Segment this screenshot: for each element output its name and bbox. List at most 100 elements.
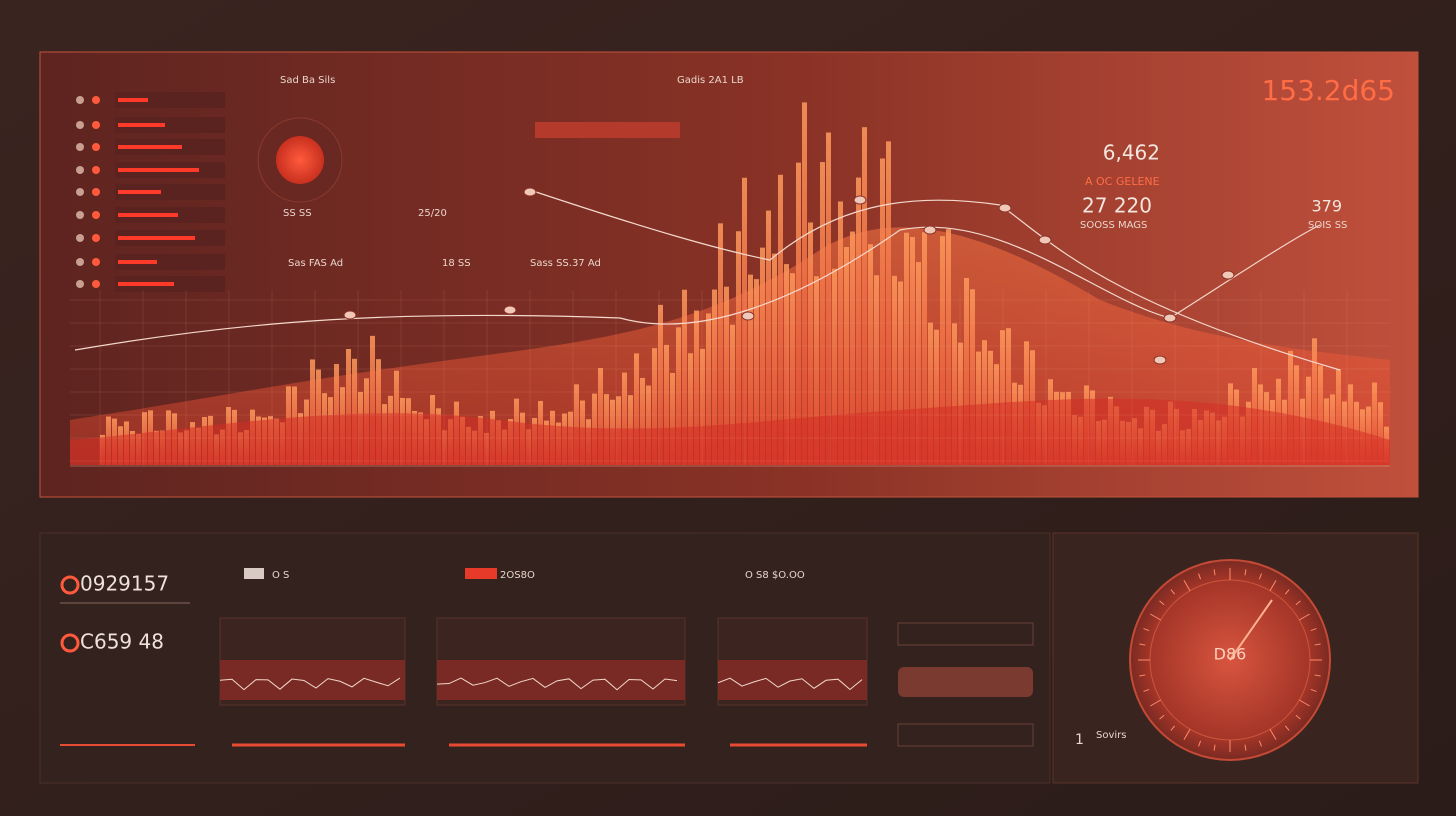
decor-bar (934, 329, 939, 465)
gauge-tick (1183, 729, 1191, 740)
decor-bar (682, 289, 687, 465)
stat-label: SOIS SS (1308, 220, 1347, 231)
decor-bar (688, 353, 693, 465)
decor-bar (1288, 350, 1293, 465)
card-value: O S (272, 570, 289, 581)
gauge-tick (1150, 613, 1161, 621)
area (70, 398, 1390, 465)
gauge-caption: Sovirs (1096, 730, 1126, 741)
gauge-tick (1269, 580, 1277, 591)
gauge-tick (1198, 740, 1202, 747)
gauge-tick (1295, 600, 1301, 606)
gauge-tick (1183, 580, 1191, 591)
decor-bar (970, 289, 975, 465)
list-dot (92, 258, 100, 266)
list-dot (76, 211, 84, 219)
button[interactable] (898, 667, 1033, 697)
gauge-tick (1314, 674, 1321, 677)
stat-label: SOOSS MAGS (1080, 220, 1147, 231)
list-dot (92, 121, 100, 129)
card-value: 2OS8O (500, 570, 535, 581)
list-dot (92, 96, 100, 104)
gauge-tick (1299, 613, 1310, 621)
decor-bar (838, 201, 843, 465)
decor-bar (814, 276, 819, 465)
stat-value: 27 220 (1082, 194, 1152, 218)
list-dot (76, 96, 84, 104)
decor-bar (772, 253, 777, 465)
decor-bar (1348, 384, 1353, 465)
list-dot (76, 188, 84, 196)
decor-bar (868, 244, 873, 465)
decor-bar (724, 286, 729, 465)
decor-bar (916, 262, 921, 465)
decor-bar (784, 264, 789, 465)
decor-bar (790, 273, 795, 465)
decor-bar (346, 348, 351, 465)
decor-bar (760, 247, 765, 465)
decor-bar (652, 348, 657, 465)
trend-line (74, 224, 1321, 351)
label: SS SS (283, 208, 312, 219)
decor-bar (706, 313, 711, 465)
decor-bar (748, 274, 753, 465)
decor-bar (310, 359, 315, 465)
gauge-index: 1 (1075, 732, 1084, 748)
marker (998, 203, 1012, 213)
decor-bar (982, 340, 987, 465)
label: Sad Ba Sils (280, 75, 335, 86)
metric: 0929157 (80, 572, 169, 596)
list-bar (118, 260, 157, 264)
decor-bar (1312, 338, 1317, 465)
stat-value: 379 (1311, 197, 1342, 216)
decor-bar (940, 236, 945, 465)
marker (1153, 355, 1167, 365)
bar-indicator (535, 122, 680, 138)
gauge-tick (1213, 744, 1216, 751)
label: Sass SS.37 Ad (530, 258, 601, 269)
decor-bar (622, 372, 627, 465)
gauge-tick (1198, 573, 1202, 580)
decor-bar (646, 385, 651, 465)
icon (60, 633, 80, 653)
decor-bar (826, 132, 831, 465)
decor-bar (376, 359, 381, 465)
gauge-tick (1310, 628, 1317, 632)
label: 25/20 (418, 208, 447, 219)
decor-bar (658, 304, 663, 465)
button[interactable] (897, 723, 1034, 747)
button[interactable] (897, 622, 1034, 646)
gauge-tick (1143, 628, 1150, 632)
decor-bar (1378, 402, 1383, 465)
gauge-tick (1150, 699, 1161, 707)
decor-bar (742, 177, 747, 465)
decor-bar (574, 384, 579, 465)
decor-bar (946, 229, 951, 465)
stat-label: A OC GELENE (1085, 175, 1160, 188)
list-bar (118, 168, 199, 172)
list-dot (92, 280, 100, 288)
list-bar (118, 98, 148, 102)
list-dot (92, 143, 100, 151)
marker (923, 225, 937, 235)
list-dot (76, 234, 84, 242)
list-dot (92, 234, 100, 242)
decor-bar (664, 344, 669, 465)
decor-bar (862, 127, 867, 465)
gauge-tick (1258, 740, 1262, 747)
decor-bar (1372, 382, 1377, 465)
marker (343, 310, 357, 320)
decor-bar (796, 162, 801, 465)
marker (503, 305, 517, 315)
marker (1221, 270, 1235, 280)
list-dot (76, 121, 84, 129)
list-dot (92, 188, 100, 196)
decor-bar (352, 358, 357, 465)
mini-line (219, 677, 401, 691)
decor-bar (712, 289, 717, 465)
gauge-tick (1170, 589, 1176, 595)
decor-bar (922, 232, 927, 465)
decor-bar (1006, 328, 1011, 465)
decor-bar (676, 327, 681, 465)
